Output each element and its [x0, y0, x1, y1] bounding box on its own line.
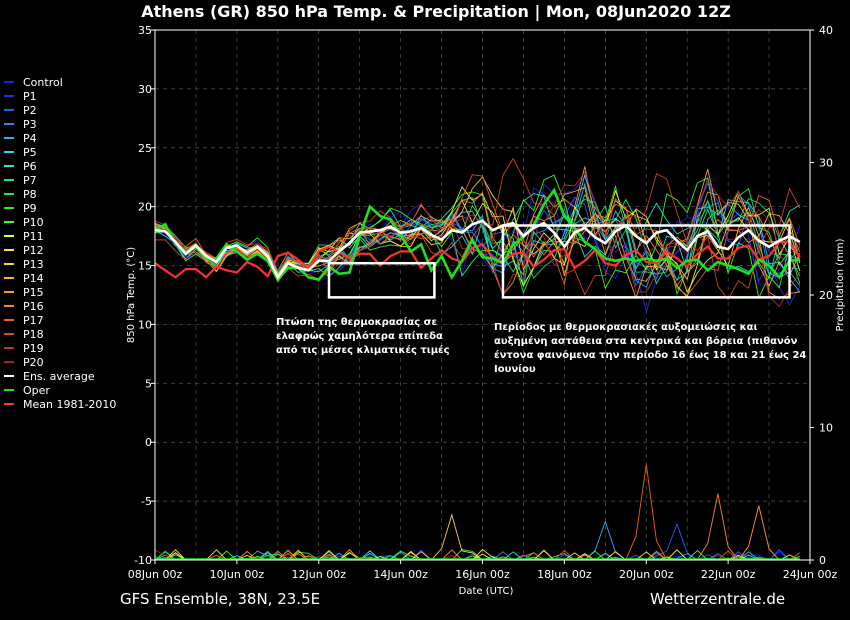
annotation-texts: Πτώση της θερμοκρασίας σε ελαφρώς χαμηλότ… [276, 316, 806, 375]
y-tick-label-1: 30 [138, 83, 152, 96]
member-line-p7 [154, 197, 801, 285]
y-axis-ticks: 35 30 25 20 15 10 5 0 -5 -10 [134, 24, 155, 567]
chart-title: Athens (GR) 850 hPa Temp. & Precipitatio… [141, 2, 731, 22]
annotation-drop-line-0: Πτώση της θερμοκρασίας σε [276, 316, 437, 328]
legend-label-22: Oper [23, 384, 50, 397]
legend-label-0: Control [23, 76, 63, 89]
legend-label-17: P17 [23, 314, 44, 327]
legend-label-5: P5 [23, 146, 37, 159]
member-line-p18 [154, 157, 801, 301]
precip-line-p16 [155, 493, 800, 561]
grid-lines [155, 30, 810, 560]
x-tick-label-3: 14Jun 00z [373, 568, 428, 581]
x-tick-label-5: 18Jun 00z [537, 568, 592, 581]
y2-tick-label-0: 40 [819, 24, 833, 37]
legend-label-20: P20 [23, 356, 44, 369]
ensemble-member-lines [154, 157, 801, 314]
main-series-lines [154, 187, 801, 282]
legend-label-6: P6 [23, 160, 37, 173]
legend-label-8: P8 [23, 188, 37, 201]
legend-label-3: P3 [23, 118, 37, 131]
y-tick-label-2: 25 [138, 142, 152, 155]
legend-label-23: Mean 1981-2010 [23, 398, 116, 411]
x-tick-label-4: 16Jun 00z [455, 568, 510, 581]
legend-label-14: P14 [23, 272, 44, 285]
annotation-period-line-1: αυξημένη αστάθεια στα κεντρικά και βόρει… [494, 335, 798, 347]
y2-axis-label: Precipitation (mm) [835, 238, 846, 331]
annotation-period-line-0: Περίοδος με θερμοκρασιακές αυξομειώσεις … [494, 321, 758, 333]
footer-site: Wetterzentrale.de [650, 590, 785, 608]
legend-label-9: P9 [23, 202, 37, 215]
precipitation-lines [154, 464, 801, 561]
x-tick-label-2: 12Jun 00z [292, 568, 347, 581]
legend-label-15: P15 [23, 286, 44, 299]
annotation-drop-line-2: από τις μέσες κλιματικές τιμές [276, 344, 450, 356]
legend-label-19: P19 [23, 342, 44, 355]
y-tick-label-7: 0 [145, 436, 152, 449]
annotation-period-line-2: έντονα φαινόμενα την περίοδο 16 έως 18 κ… [494, 349, 806, 361]
precip-line-p17 [155, 464, 801, 561]
x-tick-label-6: 20Jun 00z [619, 568, 674, 581]
y2-axis-ticks: 40 30 20 10 0 [810, 24, 833, 567]
y-tick-label-9: -10 [134, 554, 152, 567]
precip-line-p15 [155, 505, 800, 561]
legend-label-4: P4 [23, 132, 37, 145]
x-tick-label-0: 08Jun 00z [128, 568, 183, 581]
y2-tick-label-2: 20 [819, 289, 833, 302]
annotation-period-line-3: Ιουνίου [494, 363, 536, 375]
annotation-box-drop [327, 261, 436, 299]
x-axis-ticks: 08Jun 00z 10Jun 00z 12Jun 00z 14Jun 00z 16Ju… [128, 560, 838, 581]
legend-label-13: P13 [23, 258, 44, 271]
ens-average-line [154, 219, 801, 280]
y2-tick-label-4: 0 [819, 554, 826, 567]
legend-label-21: Ens. average [23, 370, 95, 383]
legend-label-7: P7 [23, 174, 37, 187]
oper-line [154, 187, 800, 282]
plot-frame [154, 29, 811, 561]
legend-label-16: P16 [23, 300, 44, 313]
precip-line-p13 [155, 513, 800, 561]
y-tick-label-5: 10 [138, 318, 152, 331]
legend-label-12: P12 [23, 244, 44, 257]
legend-label-10: P10 [23, 216, 44, 229]
annotation-boxes [327, 224, 791, 299]
y2-tick-label-1: 30 [819, 157, 833, 170]
y-tick-label-6: 5 [145, 377, 152, 390]
x-tick-label-7: 22Jun 00z [701, 568, 756, 581]
x-axis-label: Date (UTC) [459, 586, 514, 597]
legend-label-1: P1 [23, 90, 37, 103]
legend-label-2: P2 [23, 104, 37, 117]
annotation-box-period [501, 224, 791, 299]
y-axis-label: 850 hPa Temp. (°C) [126, 247, 137, 343]
y-tick-label-3: 20 [138, 201, 152, 214]
annotation-drop-line-1: ελαφρώς χαμηλότερα επίπεδα [276, 330, 443, 342]
legend-label-18: P18 [23, 328, 44, 341]
legend-label-11: P11 [23, 230, 44, 243]
footer-source: GFS Ensemble, 38N, 23.5E [120, 590, 320, 608]
x-tick-label-1: 10Jun 00z [210, 568, 265, 581]
y2-tick-label-3: 10 [819, 422, 833, 435]
y-tick-label-4: 15 [138, 260, 152, 273]
y-tick-label-0: 35 [138, 24, 152, 37]
x-tick-label-8: 24Jun 00z [783, 568, 838, 581]
legend: ControlP1P2P3P4P5P6P7P8P9P10P11P12P13P14… [4, 76, 116, 411]
member-line-p10 [154, 174, 801, 300]
precip-line-p10 [155, 549, 800, 561]
y-tick-label-8: -5 [141, 495, 152, 508]
